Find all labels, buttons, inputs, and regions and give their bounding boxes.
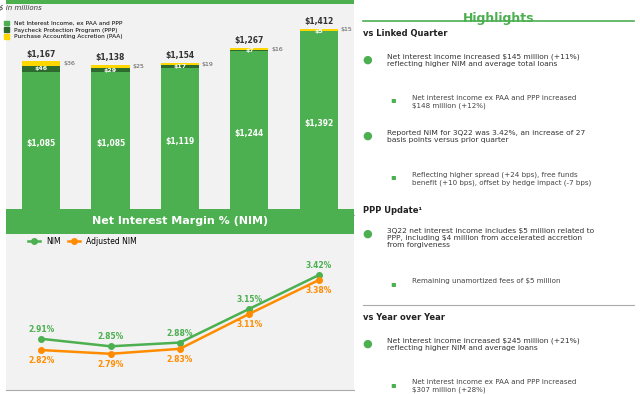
Text: $29: $29 (104, 68, 117, 72)
Text: vs Year over Year: vs Year over Year (363, 313, 445, 322)
NIM (176, 340, 184, 345)
Adjusted NIM (315, 278, 323, 282)
Text: $1,154: $1,154 (165, 51, 195, 60)
Text: 3.38%: 3.38% (306, 286, 332, 295)
Bar (161, 63, 199, 65)
FancyBboxPatch shape (6, 209, 353, 234)
Text: vs Linked Quarter: vs Linked Quarter (363, 29, 447, 38)
Text: 2.82%: 2.82% (28, 356, 54, 365)
Text: PPP Update¹: PPP Update¹ (363, 206, 422, 215)
Text: Reflecting higher spread (+24 bps), free funds
benefit (+10 bps), offset by hedg: Reflecting higher spread (+24 bps), free… (412, 171, 591, 186)
Text: ▪: ▪ (390, 172, 396, 181)
Adjusted NIM (246, 311, 253, 316)
Text: ●: ● (363, 339, 372, 349)
Text: $1,085: $1,085 (26, 139, 56, 148)
Text: 3.11%: 3.11% (236, 320, 262, 329)
Bar (230, 50, 269, 51)
NIM (246, 307, 253, 311)
Text: $36: $36 (63, 61, 75, 66)
Text: $46: $46 (35, 67, 47, 71)
Text: $1,267: $1,267 (235, 36, 264, 45)
Text: $16: $16 (271, 46, 283, 52)
Text: Remaining unamortized fees of $5 million: Remaining unamortized fees of $5 million (412, 279, 560, 284)
Line: Adjusted NIM: Adjusted NIM (38, 277, 322, 357)
Text: $1,392: $1,392 (304, 119, 333, 128)
Bar (22, 61, 60, 66)
NIM (315, 273, 323, 277)
Bar (92, 72, 130, 216)
Text: $5: $5 (314, 29, 323, 33)
Adjusted NIM (176, 346, 184, 351)
Text: $19: $19 (202, 61, 214, 67)
Bar (230, 48, 269, 50)
FancyBboxPatch shape (6, 0, 353, 4)
Text: Net interest income ex PAA and PPP increased
$307 million (+28%): Net interest income ex PAA and PPP incre… (412, 379, 576, 393)
Bar (92, 68, 130, 72)
Text: 2.88%: 2.88% (167, 329, 193, 338)
Text: 2.83%: 2.83% (167, 355, 193, 364)
NIM (37, 336, 45, 341)
Text: $1,412: $1,412 (304, 17, 333, 26)
Text: ●: ● (363, 229, 372, 239)
NIM (107, 344, 115, 349)
Text: $7: $7 (245, 48, 254, 53)
Text: $1,119: $1,119 (165, 137, 195, 146)
Bar (22, 66, 60, 72)
Text: $ in millions: $ in millions (0, 5, 42, 11)
Adjusted NIM (37, 348, 45, 352)
Bar (22, 72, 60, 216)
Text: Net interest income increased $145 million (+11%)
reflecting higher NIM and aver: Net interest income increased $145 milli… (387, 53, 580, 67)
Text: $25: $25 (132, 64, 144, 69)
Text: ●: ● (363, 131, 372, 141)
Bar (300, 29, 338, 31)
Bar (161, 65, 199, 67)
Text: 3Q22 net interest income includes $5 million related to
PPP, including $4 millio: 3Q22 net interest income includes $5 mil… (387, 227, 595, 247)
Text: $1,085: $1,085 (96, 139, 125, 148)
Text: ▪: ▪ (390, 380, 396, 388)
Text: $1,167: $1,167 (26, 50, 56, 59)
Text: 2.91%: 2.91% (28, 325, 54, 334)
Bar (300, 31, 338, 32)
Text: ▪: ▪ (390, 95, 396, 104)
Text: $1,244: $1,244 (235, 129, 264, 138)
Text: 3.42%: 3.42% (306, 261, 332, 270)
Legend: Net Interest Income, ex PAA and PPP, Paycheck Protection Program (PPP), Purchase: Net Interest Income, ex PAA and PPP, Pay… (3, 20, 124, 41)
Text: $15: $15 (340, 27, 353, 32)
Bar (230, 51, 269, 216)
Bar (300, 32, 338, 216)
Text: $1,138: $1,138 (96, 53, 125, 62)
Text: Net Interest Margin % (NIM): Net Interest Margin % (NIM) (92, 216, 268, 226)
Text: Reported NIM for 3Q22 was 3.42%, an increase of 27
basis points versus prior qua: Reported NIM for 3Q22 was 3.42%, an incr… (387, 130, 586, 143)
Text: ▪: ▪ (390, 279, 396, 288)
Text: ●: ● (363, 54, 372, 65)
Text: Highlights: Highlights (463, 13, 534, 26)
Adjusted NIM (107, 351, 115, 356)
Text: 2.85%: 2.85% (97, 332, 124, 341)
Text: 3.15%: 3.15% (236, 295, 262, 304)
Text: $17: $17 (173, 64, 186, 69)
Text: Net interest income increased $245 million (+21%)
reflecting higher NIM and aver: Net interest income increased $245 milli… (387, 338, 580, 351)
Line: NIM: NIM (38, 272, 322, 349)
Text: Net interest income ex PAA and PPP increased
$148 million (+12%): Net interest income ex PAA and PPP incre… (412, 95, 576, 109)
Legend: NIM, Adjusted NIM: NIM, Adjusted NIM (28, 236, 137, 247)
Bar (92, 65, 130, 68)
Bar (161, 67, 199, 216)
Text: 2.79%: 2.79% (97, 360, 124, 369)
